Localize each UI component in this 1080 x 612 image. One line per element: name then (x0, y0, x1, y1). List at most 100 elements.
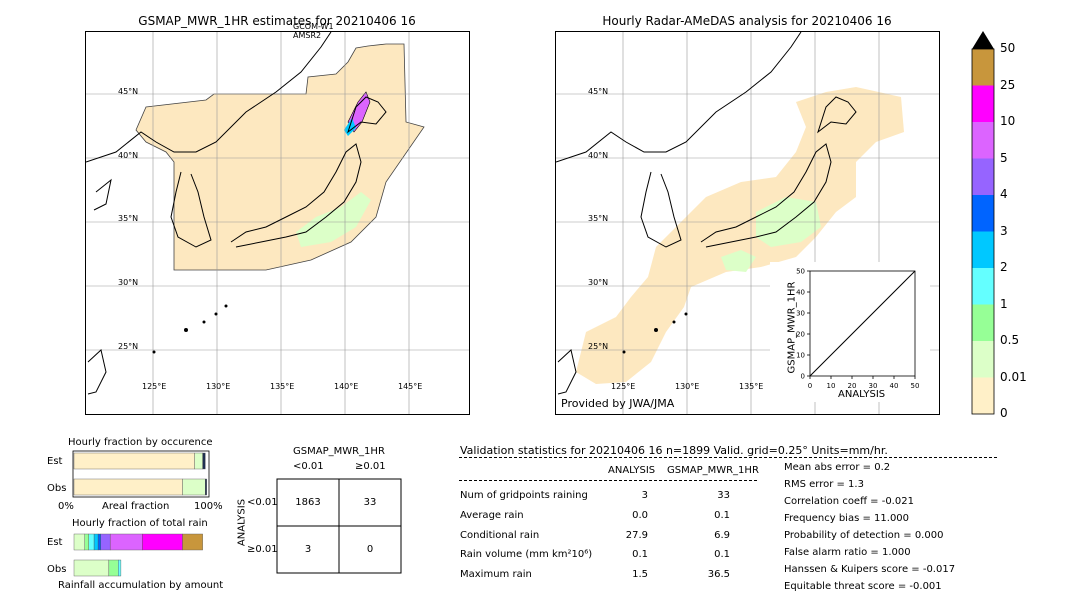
score-line: Frequency bias = 11.000 (784, 513, 910, 524)
scatter-y-tick-label: 10 (796, 352, 805, 360)
validation-row: Average rain 0.0 0.1 (460, 510, 730, 521)
stacked-bar-segment (84, 533, 89, 551)
left-lat-label: 45°N (118, 87, 139, 96)
colorbar-extend-arrow (972, 31, 994, 49)
stacked-bar-segment (73, 452, 195, 470)
left-lat-label: 30°N (118, 278, 139, 287)
scatter-diagonal (809, 270, 916, 377)
scatter-x-tick-label: 20 (848, 382, 857, 390)
occurrence-x-left: 0% (58, 501, 74, 512)
left-satellite-label-1: GCOM-W1 (293, 22, 334, 31)
validation-col-analysis: ANALYSIS (608, 465, 656, 476)
radar-coverage (576, 87, 904, 384)
contingency-title: GSMAP_MWR_1HR (293, 446, 385, 457)
total-rain-est-label: Est (47, 537, 63, 548)
occurrence-chart (72, 450, 210, 498)
contingency-cell: 33 (363, 497, 377, 508)
stacked-bar-segment (108, 559, 119, 577)
left-map (85, 31, 470, 415)
scatter-x-tick-label: 0 (808, 382, 812, 390)
left-lon-label: 135°E (270, 382, 295, 391)
stacked-bar-segment (88, 533, 95, 551)
colorbar-cell (972, 341, 994, 378)
stacked-bar-segment (109, 533, 143, 551)
left-lon-label: 140°E (334, 382, 359, 391)
left-map-grid (86, 32, 469, 414)
scatter-x-tick-label: 30 (869, 382, 878, 390)
scatter-y-tick-label: 40 (796, 289, 805, 297)
colorbar-cell (972, 158, 994, 195)
scatter-plot: 0 10 20 30 40 50 0 10 20 30 40 50 (796, 268, 919, 391)
left-map-title: GSMAP_MWR_1HR estimates for 20210406 16 (138, 14, 416, 28)
right-lon-label: 125°E (611, 382, 636, 391)
total-rain-chart (73, 533, 203, 577)
colorbar-tick-label: 1 (1000, 296, 1008, 311)
colorbar-cell (972, 195, 994, 232)
contingency-row-axis-label: ANALYSIS (236, 498, 248, 547)
colorbar-cell (972, 268, 994, 305)
colorbar (971, 31, 995, 415)
stacked-bar-segment (73, 533, 85, 551)
score-line: Hanssen & Kuipers score = -0.017 (784, 564, 956, 575)
colorbar-cell (972, 304, 994, 341)
scatter-ylabel: GSMAP_MWR_1HR (786, 281, 798, 374)
right-lat-label: 40°N (588, 151, 609, 160)
contingency-cell: 3 (304, 544, 312, 555)
right-map-title: Hourly Radar-AMeDAS analysis for 2021040… (602, 14, 892, 28)
score-line: Mean abs error = 0.2 (784, 462, 891, 473)
provided-by-label: Provided by JWA/JMA (561, 397, 675, 410)
right-lat-label: 45°N (588, 87, 609, 96)
colorbar-cell (972, 231, 994, 268)
occurrence-obs-label: Obs (47, 483, 67, 494)
contingency-col-header: ≥0.01 (355, 461, 386, 472)
colorbar-tick-label: 0 (1000, 406, 1008, 420)
right-lat-label: 30°N (588, 278, 609, 287)
validation-row: Maximum rain 1.5 36.5 (460, 569, 730, 580)
stacked-bar-segment (97, 533, 102, 551)
stacked-bar-segment (118, 559, 122, 577)
validation-subdivider (459, 480, 757, 481)
scatter-x-tick-label: 10 (827, 382, 836, 390)
contingency-col-header: <0.01 (293, 461, 324, 472)
score-line: RMS error = 1.3 (784, 479, 864, 490)
left-satellite-label-2: AMSR2 (293, 31, 322, 40)
score-line: False alarm ratio = 1.000 (784, 547, 911, 558)
right-map-islands (622, 312, 688, 354)
validation-row: Rain volume (mm km²10⁶) 0.1 0.1 (460, 549, 730, 560)
score-line: Equitable threat score = -0.001 (784, 581, 942, 592)
right-lon-label: 130°E (675, 382, 700, 391)
left-lon-label: 130°E (206, 382, 231, 391)
left-map-islands (152, 304, 228, 354)
contingency-cell: 0 (366, 544, 374, 555)
scatter-x-tick-label: 40 (890, 382, 899, 390)
validation-header: Validation statistics for 20210406 16 n=… (460, 444, 888, 457)
occurrence-title: Hourly fraction by occurence (68, 437, 213, 448)
colorbar-tick-label: 4 (1000, 187, 1008, 201)
contingency-row-header: <0.01 (247, 497, 278, 508)
score-line: Correlation coeff = -0.021 (784, 496, 914, 507)
occurrence-xlabel: Areal fraction (102, 501, 170, 512)
contingency-row-header: ≥0.01 (247, 544, 278, 555)
colorbar-frame (971, 48, 995, 415)
total-rain-title: Hourly fraction of total rain (72, 518, 208, 529)
right-lat-label: 25°N (588, 342, 609, 351)
left-lat-label: 40°N (118, 151, 139, 160)
stacked-bar-segment (142, 533, 183, 551)
scatter-y-tick-label: 30 (796, 310, 805, 318)
left-lon-label: 125°E (142, 382, 167, 391)
colorbar-tick-label: 5 (1000, 150, 1008, 165)
stacked-bar-segment (182, 533, 203, 551)
stacked-bar-segment (93, 533, 99, 551)
stacked-bar-segment (205, 478, 207, 496)
right-lat-label: 35°N (588, 214, 609, 223)
total-rain-footer: Rainfall accumulation by amount (58, 580, 224, 591)
colorbar-tick-label: 50 (1000, 41, 1016, 55)
colorbar-tick-label: 10 (1000, 114, 1016, 128)
validation-divider (459, 457, 997, 458)
stacked-bar-segment (202, 452, 206, 470)
colorbar-cell (972, 85, 994, 122)
stacked-bar-segment (73, 478, 183, 496)
score-line: Probability of detection = 0.000 (784, 530, 944, 541)
colorbar-tick-label: 0.5 (1000, 333, 1020, 347)
scatter-xlabel: ANALYSIS (838, 389, 886, 400)
